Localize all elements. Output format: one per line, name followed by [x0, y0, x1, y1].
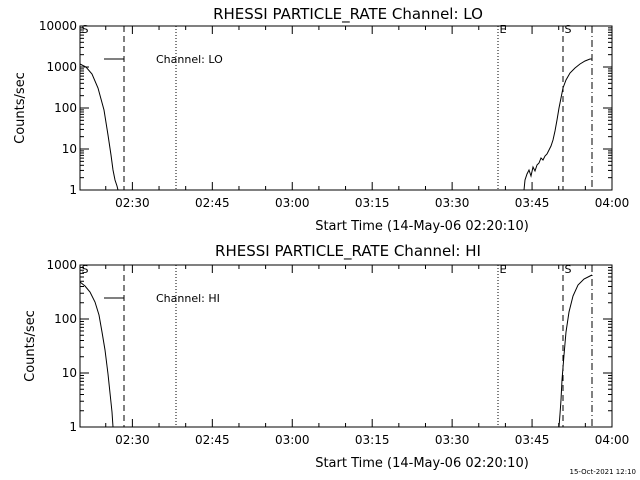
- legend-label-lo: Channel: LO: [156, 53, 223, 66]
- y-tick-label: 1000: [46, 60, 77, 74]
- x-tick-label: 03:30: [435, 433, 470, 447]
- footer-timestamp: 15-Oct-2021 12:10: [570, 468, 636, 476]
- x-tick-label: 02:30: [115, 433, 150, 447]
- marker-letter: S: [82, 263, 89, 276]
- marker-letter: E: [500, 263, 507, 276]
- x-tick-label: 03:00: [275, 433, 310, 447]
- x-tick-label: 03:15: [355, 433, 390, 447]
- y-tick-label: 1000: [46, 258, 77, 272]
- x-axis-label-lo: Start Time (14-May-06 02:20:10): [315, 219, 529, 234]
- y-tick-label: 10000: [39, 19, 77, 33]
- y-tick-label: 100: [54, 312, 77, 326]
- x-tick-label: 04:00: [595, 433, 630, 447]
- x-tick-label: 04:00: [595, 196, 630, 210]
- y-axis-label-lo: Counts/sec: [13, 72, 28, 144]
- y-tick-label: 1: [69, 420, 77, 434]
- chart-title-hi: RHESSI PARTICLE_RATE Channel: HI: [215, 242, 481, 261]
- panel-lo: RHESSI PARTICLE_RATE Channel: LO Start T…: [13, 5, 629, 234]
- marker-letter: E: [500, 23, 507, 36]
- x-axis-label-hi: Start Time (14-May-06 02:20:10): [315, 456, 529, 471]
- x-tick-label: 03:00: [275, 196, 310, 210]
- data-line-segment: [523, 58, 592, 191]
- plot-frame: [79, 264, 613, 428]
- data-line-segment: [79, 63, 119, 191]
- panel-hi: RHESSI PARTICLE_RATE Channel: HI Start T…: [23, 242, 629, 471]
- data-line-segment: [79, 281, 114, 428]
- legend-label-hi: Channel: HI: [156, 292, 220, 305]
- x-tick-label: 02:30: [115, 196, 150, 210]
- marker-letter: S: [82, 23, 89, 36]
- y-tick-label: 10: [62, 366, 77, 380]
- x-tick-label: 03:15: [355, 196, 390, 210]
- plot-frame: [79, 25, 613, 191]
- data-line-segment: [558, 274, 593, 428]
- y-tick-label: 10: [62, 142, 77, 156]
- y-tick-label: 100: [54, 101, 77, 115]
- x-tick-label: 02:45: [195, 433, 230, 447]
- x-tick-label: 03:45: [515, 433, 550, 447]
- y-axis-label-hi: Counts/sec: [23, 310, 38, 382]
- marker-letter: S: [565, 263, 572, 276]
- x-tick-label: 03:45: [515, 196, 550, 210]
- marker-letter: S: [565, 23, 572, 36]
- x-tick-label: 03:30: [435, 196, 470, 210]
- x-tick-label: 02:45: [195, 196, 230, 210]
- y-tick-label: 1: [69, 183, 77, 197]
- chart-title-lo: RHESSI PARTICLE_RATE Channel: LO: [213, 5, 483, 24]
